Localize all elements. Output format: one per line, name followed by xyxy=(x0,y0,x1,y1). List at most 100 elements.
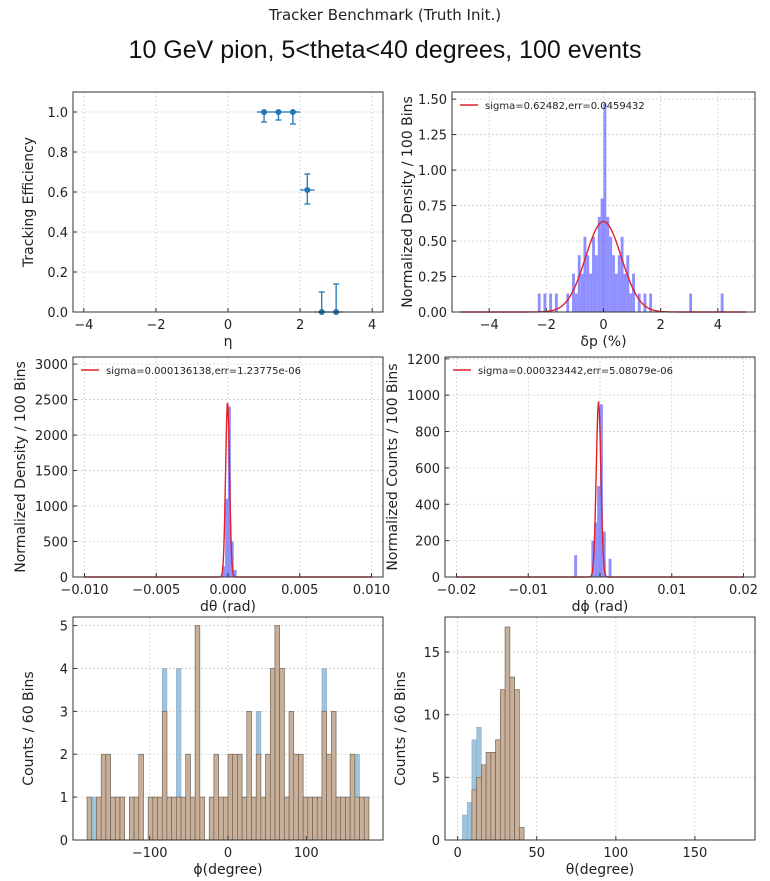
histogram-bar xyxy=(225,498,228,577)
x-tick-label: 0 xyxy=(599,318,607,333)
histogram-bar xyxy=(632,273,635,312)
histogram-bar xyxy=(298,753,304,841)
y-tick-label: 1.00 xyxy=(418,164,447,179)
histogram-bar xyxy=(96,796,102,841)
x-axis-label: η xyxy=(224,334,233,350)
histogram-bar xyxy=(129,796,135,841)
histogram-bar xyxy=(359,796,365,841)
histogram-bar xyxy=(157,796,163,841)
y-tick-label: 200 xyxy=(415,535,440,550)
chart-theta: 0 50 100 150 0 5 10 15 θ(degree) Counts / 60 Bins xyxy=(393,616,756,878)
histogram-bar xyxy=(114,796,121,841)
histogram-bar xyxy=(171,796,177,841)
histogram-bar xyxy=(594,522,598,577)
histogram-bar xyxy=(519,827,525,841)
histogram-bar xyxy=(331,711,337,841)
histogram-bar xyxy=(233,569,237,577)
histogram-bar xyxy=(354,796,360,841)
chart-dtheta: −0.010 −0.005 0.000 0.005 0.010 0 500 1000 1500 2… xyxy=(13,356,390,615)
histogram-bar xyxy=(574,293,578,312)
data-point xyxy=(275,109,282,115)
x-tick-label: 4 xyxy=(714,318,722,333)
histogram-bar xyxy=(543,293,547,312)
y-axis-label: Normalized Density / 100 Bins xyxy=(13,361,29,573)
chart-dp: −4 −2 0 2 4 0.00 0.25 0.50 0.75 1.00 1.25 1.50 δp (%… xyxy=(400,91,756,350)
y-tick-label: 0 xyxy=(60,834,68,849)
histogram-bar xyxy=(227,753,233,841)
histogram-bar xyxy=(194,625,201,841)
histogram-bar xyxy=(485,752,492,841)
histogram-bar xyxy=(180,796,187,841)
histogram-bar xyxy=(86,796,93,841)
histogram-bar xyxy=(302,796,309,841)
histogram-bar xyxy=(119,796,125,841)
histogram-bar xyxy=(326,753,332,841)
x-axis-label: dϕ (rad) xyxy=(572,599,629,615)
histogram-bar xyxy=(602,531,606,577)
histogram-bar xyxy=(471,789,477,841)
x-tick-label: 0.010 xyxy=(353,583,390,598)
histogram-bar xyxy=(466,802,473,841)
histogram-bar xyxy=(583,236,587,312)
x-tick-label: 2 xyxy=(296,318,304,333)
histogram-bar xyxy=(176,796,182,841)
y-tick-label: 0.6 xyxy=(47,186,68,201)
histogram-bar xyxy=(606,216,610,312)
chart-dphi: −0.02 −0.01 0.00 0.01 0.02 0 200 400 600 800 1000 1… xyxy=(385,353,758,615)
histogram-bar xyxy=(572,273,575,312)
histogram-bar xyxy=(514,689,520,841)
histogram-bar xyxy=(147,796,154,841)
histogram-bar xyxy=(335,796,342,841)
x-tick-label: −0.01 xyxy=(508,583,548,598)
x-axis-label: θ(degree) xyxy=(566,862,635,878)
y-tick-label: 500 xyxy=(43,536,68,551)
y-axis-label: Counts / 60 Bins xyxy=(393,671,409,785)
y-tick-label: 1000 xyxy=(35,500,68,515)
y-tick-label: 5 xyxy=(432,771,440,786)
x-tick-label: 100 xyxy=(603,846,628,861)
histogram-bar xyxy=(213,753,219,841)
y-tick-label: 0.00 xyxy=(418,306,447,321)
chart-efficiency: −4 −2 0 2 4 0.0 0.2 0.4 0.6 0.8 1.0 η Tracking Effic… xyxy=(21,91,384,350)
figure-title: 10 GeV pion, 5<theta<40 degrees, 100 eve… xyxy=(128,36,642,64)
histogram-bar xyxy=(363,796,370,841)
histogram-bar xyxy=(105,753,111,841)
x-tick-label: 0.00 xyxy=(586,583,615,598)
histogram-bar xyxy=(566,293,570,312)
x-tick-label: 100 xyxy=(294,846,319,861)
y-tick-label: 400 xyxy=(415,498,440,513)
histogram-bar xyxy=(274,625,280,841)
x-tick-label: 4 xyxy=(368,318,376,333)
y-tick-label: 1200 xyxy=(407,353,440,368)
x-axis-label: dθ (rad) xyxy=(200,599,256,615)
data-point xyxy=(304,187,311,193)
histogram-bar xyxy=(495,739,501,841)
histogram-bar xyxy=(720,293,724,312)
histogram-bar xyxy=(603,103,607,313)
histogram-bar xyxy=(321,711,327,841)
data-point xyxy=(289,109,296,115)
histogram-bar xyxy=(476,777,482,841)
y-tick-label: 0 xyxy=(432,571,440,586)
histogram-bar xyxy=(586,255,590,312)
x-tick-label: −0.02 xyxy=(437,583,477,598)
x-tick-label: 0.000 xyxy=(209,583,246,598)
data-point xyxy=(261,109,268,115)
histogram-bar xyxy=(307,796,313,841)
histogram-bar xyxy=(161,711,168,841)
histogram-bar xyxy=(554,293,558,312)
histogram-bar xyxy=(288,711,295,841)
histogram-bar xyxy=(597,486,600,577)
y-tick-label: 15 xyxy=(423,646,440,661)
histogram-bar xyxy=(208,796,215,841)
histogram-bar xyxy=(255,753,262,841)
y-tick-label: 800 xyxy=(415,426,440,441)
histogram-bar xyxy=(269,668,276,841)
histogram-bar xyxy=(190,796,196,841)
histogram-bar xyxy=(597,216,601,312)
histogram-bar xyxy=(133,796,140,841)
figure-suptitle: Tracker Benchmark (Truth Init.) xyxy=(268,6,502,24)
histogram-bar xyxy=(574,555,578,577)
histogram-bar xyxy=(232,753,238,841)
axes-frame xyxy=(444,616,756,841)
